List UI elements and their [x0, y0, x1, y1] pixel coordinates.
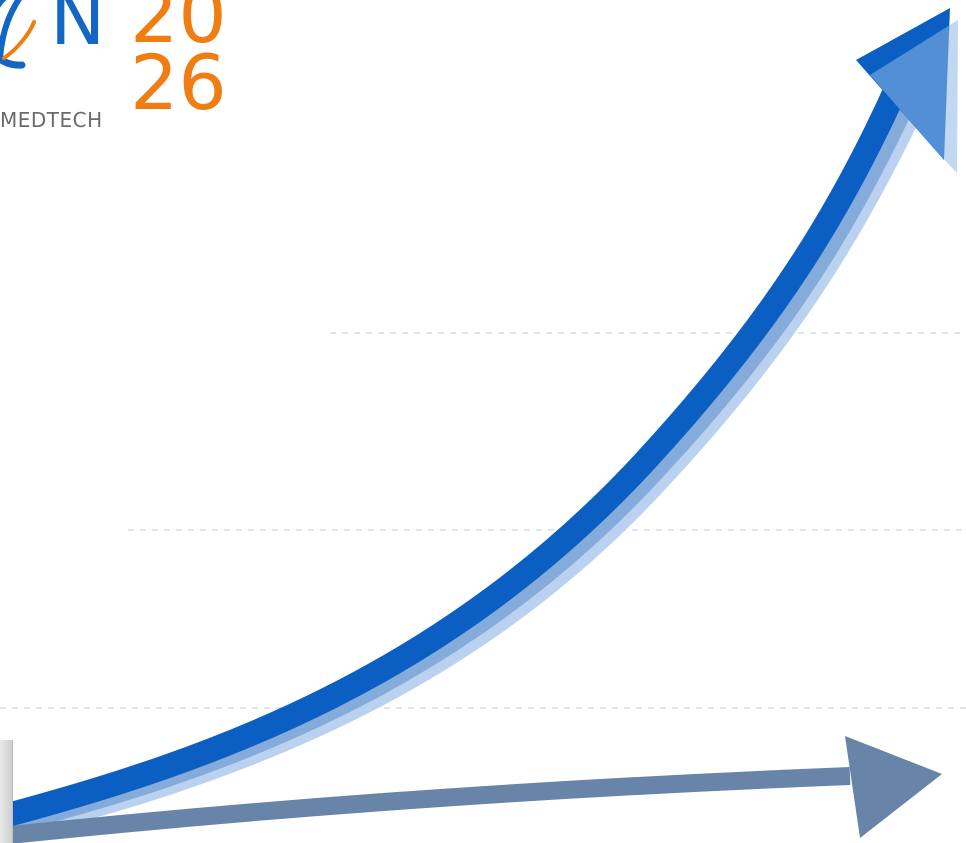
logo-letter: N — [50, 0, 106, 62]
baseline-arrow — [0, 736, 942, 843]
logo-year-top: 20 — [130, 0, 227, 60]
gridlines — [0, 332, 966, 709]
logo-year-bottom: 26 — [130, 38, 227, 127]
logo-mark-icon — [0, 0, 36, 69]
logo-subtitle: MEDTECH — [0, 108, 103, 132]
logo: N MEDTECH 20 26 — [0, 0, 260, 150]
growth-arrow — [0, 8, 958, 829]
growth-arrow-shadow — [0, 73, 932, 843]
baseline-arrowhead — [845, 736, 942, 838]
logo-year: 20 26 — [130, 0, 245, 127]
frame-edge — [0, 740, 13, 843]
